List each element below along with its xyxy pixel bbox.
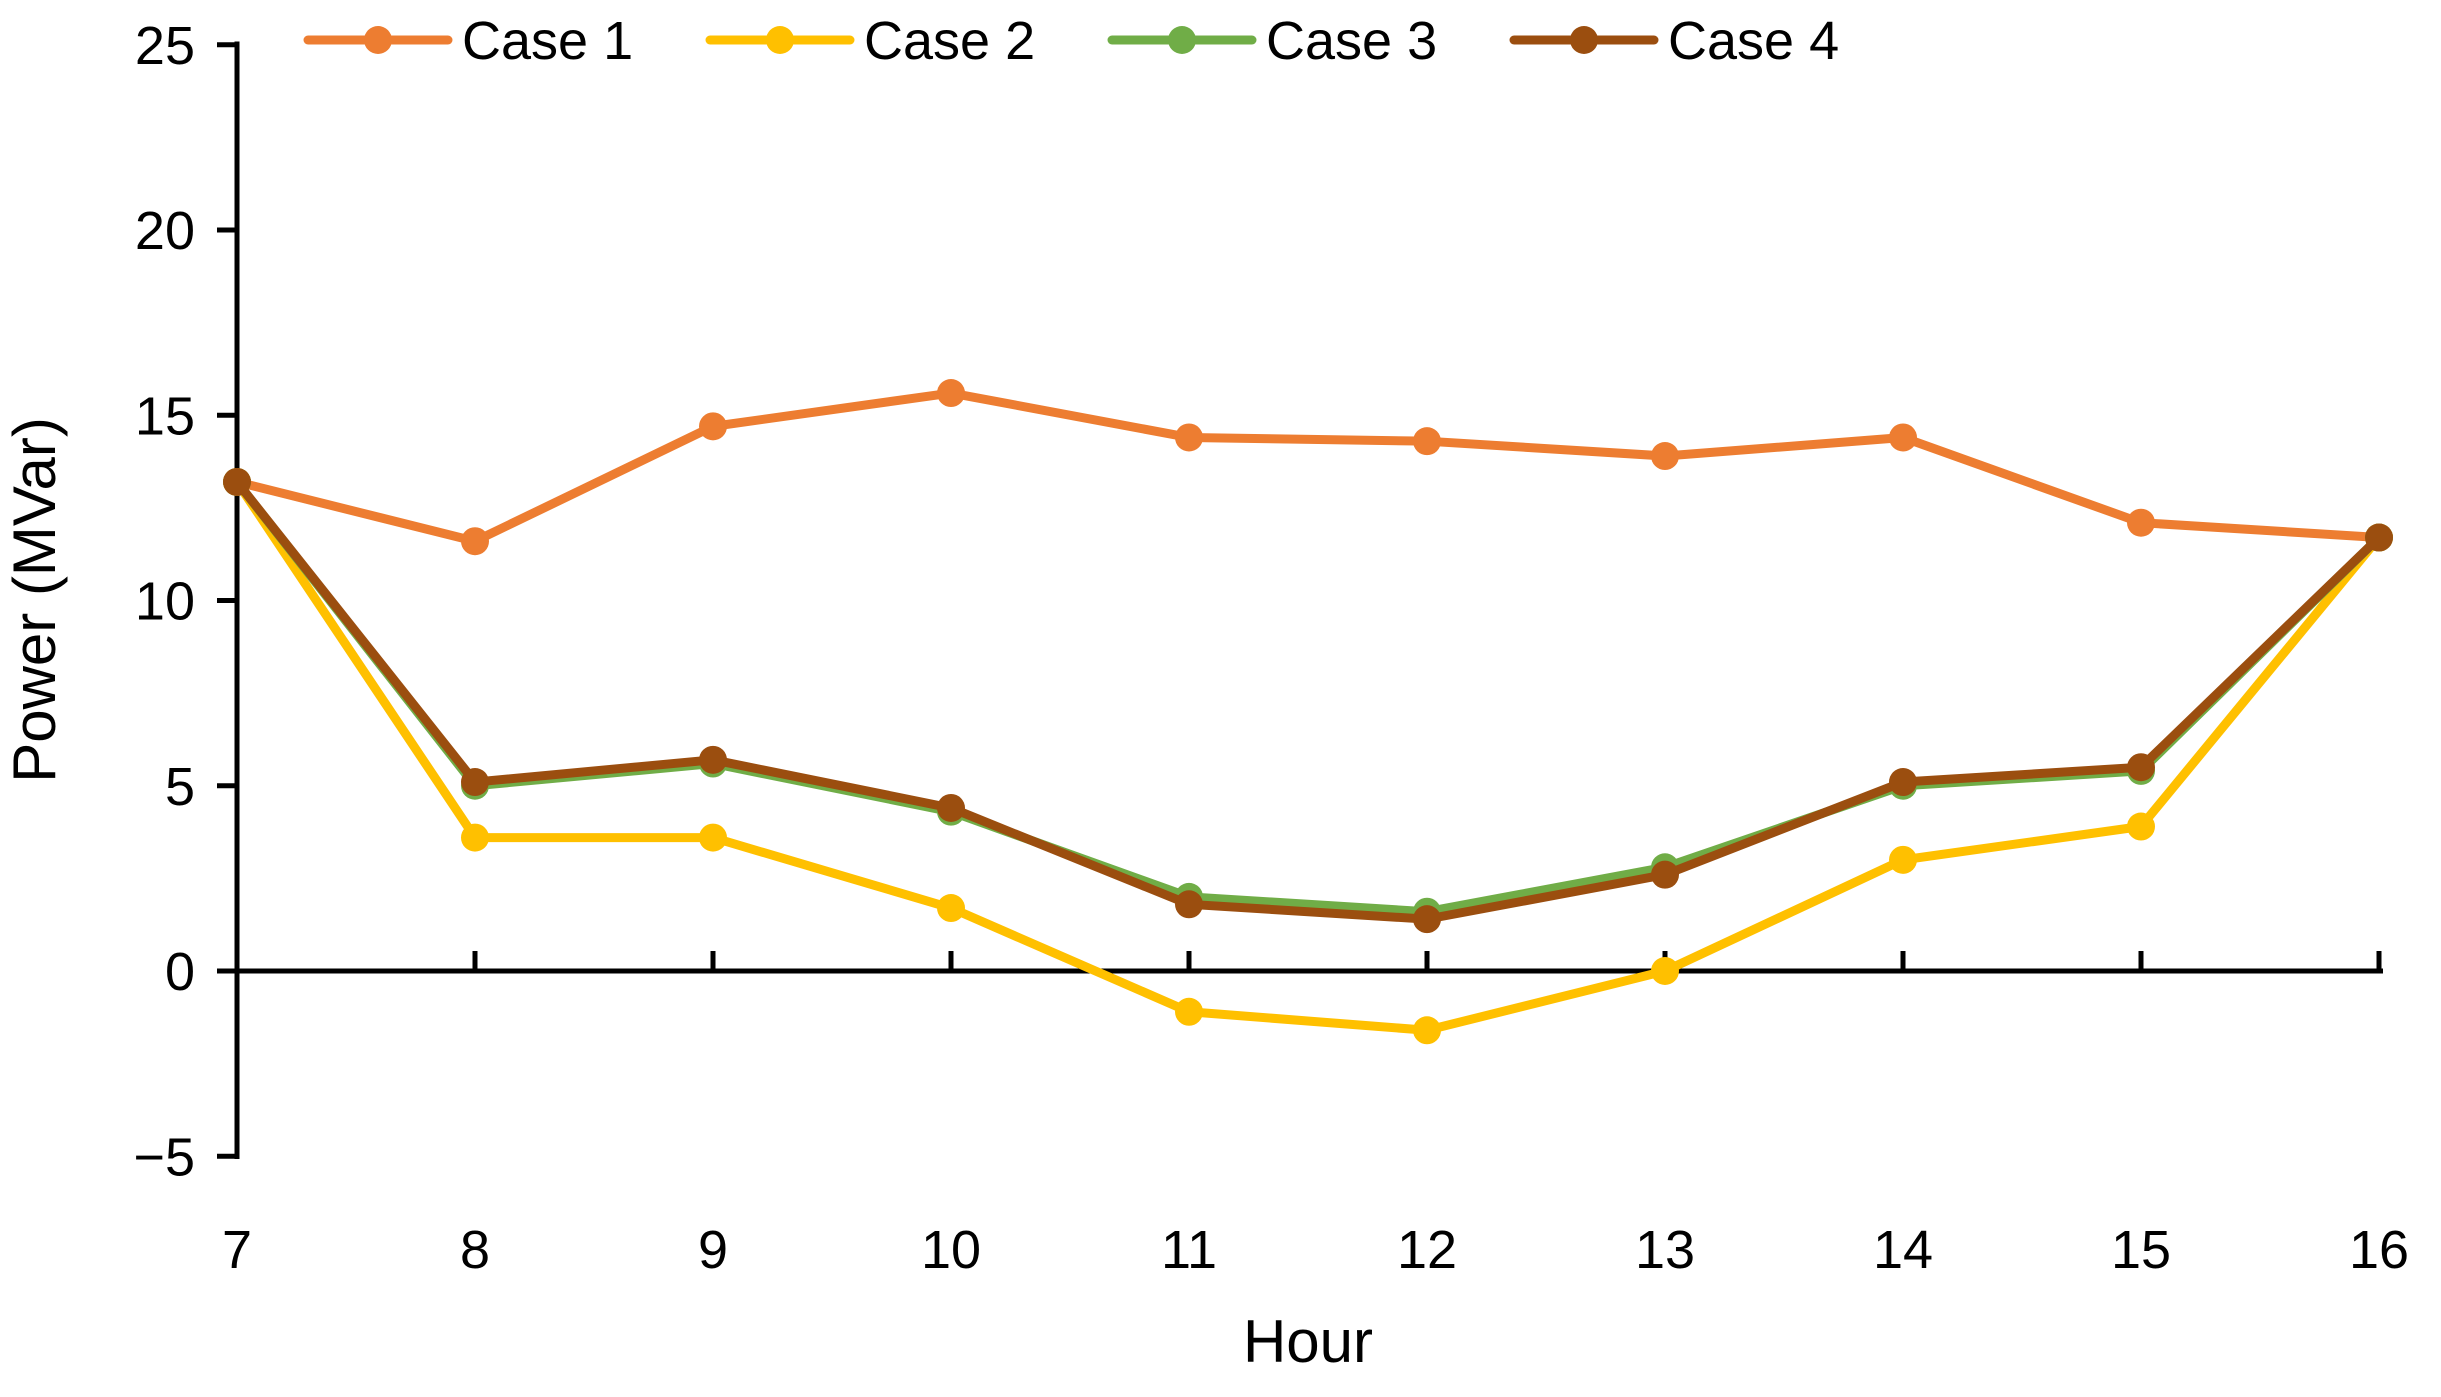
x-tick-label: 12 [1397, 1220, 1457, 1280]
y-tick-label: −5 [133, 1127, 195, 1187]
y-tick-label: 5 [165, 757, 195, 817]
legend-marker-dot [766, 26, 794, 54]
series-line-case-1 [232, 388, 2384, 546]
data-point-case-1 [699, 412, 727, 441]
data-point-case-4 [1175, 890, 1203, 919]
legend-marker-dot [364, 26, 392, 54]
y-tick-label: 10 [135, 572, 195, 632]
legend-label: Case 4 [1668, 11, 1839, 71]
data-point-case-1 [461, 527, 489, 556]
y-tick-label: 20 [135, 201, 195, 261]
data-point-case-1 [1889, 423, 1917, 452]
data-point-case-4 [1889, 768, 1917, 797]
data-point-case-4 [223, 467, 251, 496]
x-tick-label: 11 [1161, 1220, 1217, 1280]
legend-item-case-1: Case 1 [303, 11, 633, 71]
data-point-case-2 [1413, 1016, 1441, 1045]
x-tick-label: 9 [698, 1220, 728, 1280]
data-point-case-4 [461, 768, 489, 797]
x-tick-label: 13 [1635, 1220, 1695, 1280]
series-line-case-2 [232, 477, 2384, 1035]
legend-item-case-4: Case 4 [1509, 11, 1839, 71]
data-point-case-4 [1413, 905, 1441, 934]
x-tick-label: 15 [2111, 1220, 2171, 1280]
data-point-case-2 [461, 823, 489, 852]
data-point-case-4 [937, 793, 965, 822]
data-point-case-4 [699, 745, 727, 774]
data-point-case-4 [2127, 753, 2155, 782]
legend-label: Case 2 [864, 11, 1035, 71]
series-line-case-4 [232, 477, 2384, 924]
y-axis-title: Power (MVar) [1, 417, 68, 783]
legend-item-case-2: Case 2 [705, 11, 1035, 71]
legend-item-case-3: Case 3 [1107, 11, 1437, 71]
x-tick-label: 14 [1873, 1220, 1933, 1280]
data-point-case-1 [1651, 442, 1679, 471]
series-line-case-3 [232, 477, 2384, 917]
y-tick-label: 0 [165, 942, 195, 1002]
data-point-case-1 [1175, 423, 1203, 452]
legend-marker-dot [1570, 26, 1598, 54]
legend: Case 1 Case 2 Case 3 Case 4 [303, 11, 1839, 71]
data-point-case-4 [1651, 860, 1679, 889]
data-point-case-2 [2127, 812, 2155, 841]
data-point-case-1 [1413, 427, 1441, 456]
legend-label: Case 3 [1266, 11, 1437, 71]
x-axis-title: Hour [1243, 1308, 1373, 1375]
data-point-case-1 [937, 379, 965, 408]
y-tick-label: 25 [135, 16, 195, 76]
axes: −5 0 5 10 15 20 25 7 8 9 10 11 12 13 14 15 16 [133, 16, 2409, 1280]
x-tick-label: 7 [222, 1220, 252, 1280]
legend-label: Case 1 [462, 11, 633, 71]
data-point-case-4 [2365, 523, 2393, 552]
data-point-case-2 [699, 823, 727, 852]
series-lines [223, 379, 2393, 1045]
x-tick-label: 8 [460, 1220, 490, 1280]
data-point-case-2 [1889, 845, 1917, 874]
data-point-case-2 [1651, 957, 1679, 985]
data-point-case-2 [937, 894, 965, 923]
x-tick-label: 10 [921, 1220, 981, 1280]
y-tick-label: 15 [135, 386, 195, 446]
data-point-case-1 [2127, 508, 2155, 537]
legend-marker-dot [1168, 26, 1196, 54]
data-point-case-2 [1175, 997, 1203, 1026]
x-tick-label: 16 [2349, 1220, 2409, 1280]
